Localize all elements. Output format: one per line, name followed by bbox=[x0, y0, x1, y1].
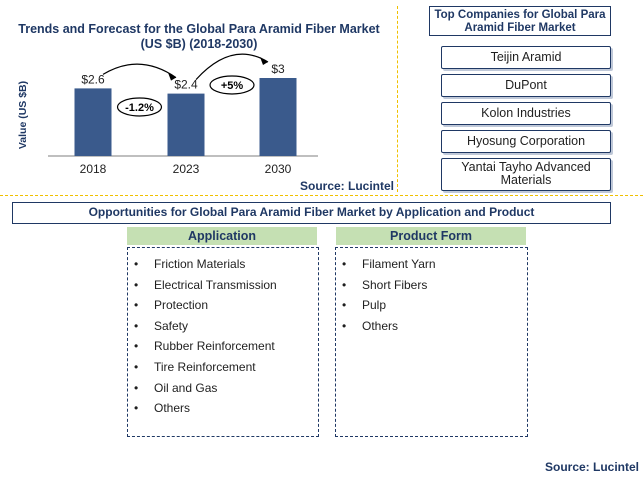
company-dupont: DuPont bbox=[441, 74, 611, 97]
growth-label: -1.2% bbox=[125, 102, 154, 114]
growth-ellipse bbox=[116, 97, 163, 117]
x-tick-label-2018: 2018 bbox=[80, 162, 107, 176]
data-label-2018: $2.6 bbox=[81, 72, 105, 86]
growth-annotation-1: +5% bbox=[195, 53, 269, 95]
company-hyosung-corporation: Hyosung Corporation bbox=[441, 130, 611, 153]
chart-title: Trends and Forecast for the Global Para … bbox=[18, 22, 380, 51]
list-item: Tire Reinforcement bbox=[128, 357, 318, 378]
list-item: Short Fibers bbox=[336, 275, 527, 296]
bar-2030 bbox=[259, 78, 297, 156]
footer-source: Source: Lucintel bbox=[545, 460, 640, 474]
list-item: Oil and Gas bbox=[128, 378, 318, 399]
data-label-2023: $2.4 bbox=[174, 78, 198, 92]
list-item: Others bbox=[128, 398, 318, 419]
growth-ellipse bbox=[209, 75, 255, 95]
arrow-head-icon bbox=[168, 72, 176, 81]
vertical-divider bbox=[397, 6, 398, 192]
list-item: Rubber Reinforcement bbox=[128, 336, 318, 357]
bar-2018 bbox=[74, 88, 112, 156]
x-tick-label-2030: 2030 bbox=[265, 162, 292, 176]
data-label-2030: $3 bbox=[271, 62, 285, 76]
list-item: Protection bbox=[128, 295, 318, 316]
list-item: Others bbox=[336, 316, 527, 337]
growth-arrow bbox=[102, 63, 177, 79]
application-header: Application bbox=[127, 227, 317, 245]
horizontal-divider bbox=[0, 195, 643, 196]
arrow-head-icon bbox=[260, 57, 268, 65]
chart-source: Source: Lucintel bbox=[300, 179, 395, 193]
list-item: Safety bbox=[128, 316, 318, 337]
company-yantai-tayho: Yantai Tayho Advanced Materials bbox=[441, 158, 611, 191]
growth-annotation-0: -1.2% bbox=[102, 63, 177, 117]
company-teijin-aramid: Teijin Aramid bbox=[441, 46, 611, 69]
opportunities-title: Opportunities for Global Para Aramid Fib… bbox=[12, 202, 611, 224]
product-form-list-box: Filament Yarn Short Fibers Pulp Others bbox=[335, 247, 528, 437]
x-tick-label-2023: 2023 bbox=[173, 162, 200, 176]
bar-2023 bbox=[167, 93, 205, 156]
list-item: Filament Yarn bbox=[336, 254, 527, 275]
bar-chart: Value (US $B) $2.6 2018 $2.4 2023 $3 2030 -1.… bbox=[17, 53, 318, 176]
y-axis-label: Value (US $B) bbox=[17, 81, 29, 149]
growth-label: +5% bbox=[221, 80, 244, 92]
list-item: Pulp bbox=[336, 295, 527, 316]
application-list-box: Friction Materials Electrical Transmissi… bbox=[127, 247, 319, 437]
company-kolon-industries: Kolon Industries bbox=[441, 102, 611, 125]
product-form-header: Product Form bbox=[336, 227, 526, 245]
companies-header: Top Companies for Global Para Aramid Fib… bbox=[429, 6, 611, 36]
list-item: Electrical Transmission bbox=[128, 275, 318, 296]
list-item: Friction Materials bbox=[128, 254, 318, 275]
